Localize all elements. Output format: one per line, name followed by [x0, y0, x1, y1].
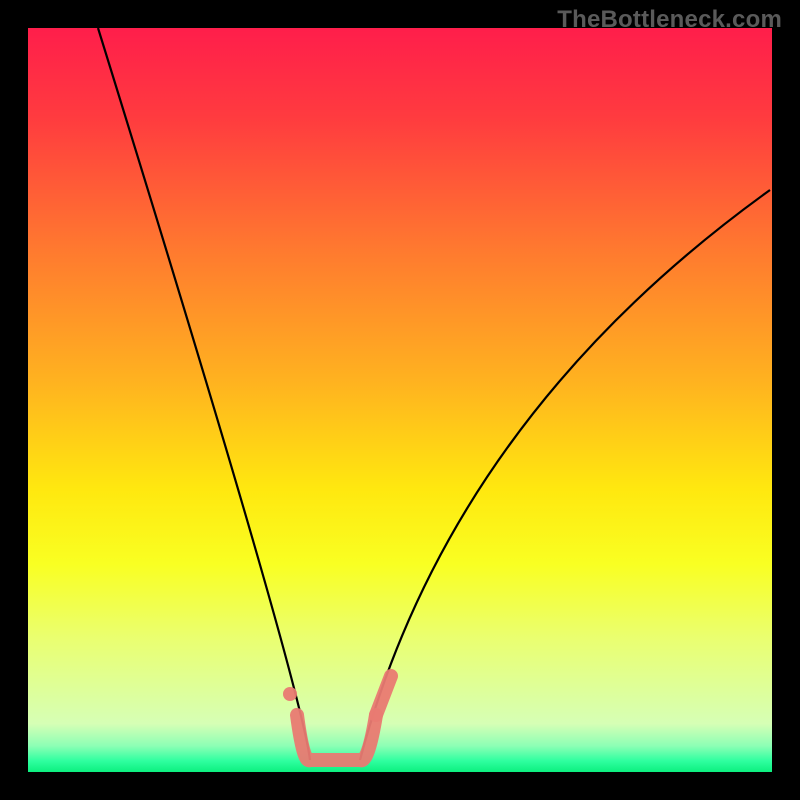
watermark-text: TheBottleneck.com [557, 6, 782, 34]
chart-canvas [0, 0, 800, 800]
figure-root: TheBottleneck.com [0, 0, 800, 800]
trough-dot-icon [283, 687, 297, 701]
plot-background [28, 28, 772, 772]
